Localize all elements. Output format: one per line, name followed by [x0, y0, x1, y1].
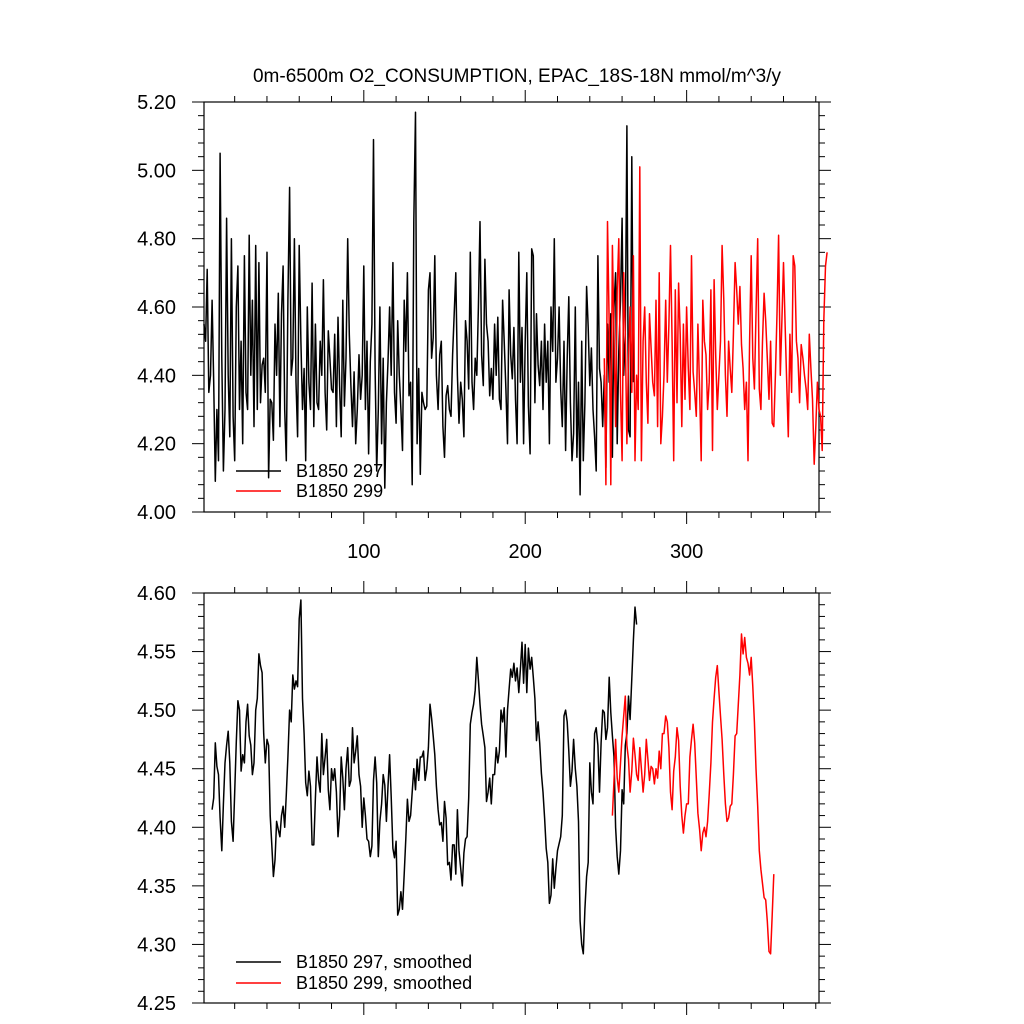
top-series-line-b1850-299 — [603, 166, 828, 486]
top-legend: B1850 297 B1850 299 — [236, 461, 383, 501]
top-panel: 4.00 4.20 4.40 4.60 4.80 5.00 5.20 100 200 300 B1… — [137, 90, 831, 563]
bottom-ytick-label: 4.35 — [137, 876, 176, 898]
bottom-ytick-label: 4.25 — [137, 993, 176, 1015]
legend-label-b1850-299-smoothed: B1850 299, smoothed — [296, 973, 472, 993]
bottom-plot-frame — [203, 592, 820, 1004]
bottom-ytick-label: 4.45 — [137, 759, 176, 781]
top-ytick-label: 5.20 — [137, 92, 176, 114]
top-ticks: 4.00 4.20 4.40 4.60 4.80 5.00 5.20 100 200 300 — [137, 90, 831, 563]
bottom-legend: B1850 297, smoothed B1850 299, smoothed — [236, 952, 472, 993]
legend-label-b1850-299: B1850 299 — [296, 481, 383, 501]
top-xtick-label: 200 — [509, 541, 542, 563]
bottom-ytick-label: 4.55 — [137, 642, 176, 664]
bottom-ytick-label: 4.50 — [137, 700, 176, 722]
bottom-ticks: 4.25 4.30 4.35 4.40 4.45 4.50 4.55 4.60 — [137, 581, 831, 1015]
bottom-series-line-b1850-297-smoothed — [211, 599, 638, 955]
chart-title: 0m-6500m O2_CONSUMPTION, EPAC_18S-18N mm… — [253, 66, 782, 87]
top-xtick-label: 100 — [347, 541, 380, 563]
legend-label-b1850-297: B1850 297 — [296, 461, 383, 481]
top-ytick-label: 4.80 — [137, 229, 176, 251]
top-plot-frame — [203, 101, 820, 513]
bottom-series-line-b1850-299-smoothed — [611, 633, 775, 955]
bottom-panel: 4.25 4.30 4.35 4.40 4.45 4.50 4.55 4.60 B1850 2… — [137, 581, 831, 1015]
top-series — [203, 111, 828, 496]
bottom-ytick-label: 4.30 — [137, 934, 176, 956]
top-ytick-label: 4.20 — [137, 434, 176, 456]
top-ytick-label: 5.00 — [137, 160, 176, 182]
top-series-line-b1850-297 — [203, 111, 635, 496]
bottom-ytick-label: 4.40 — [137, 817, 176, 839]
legend-label-b1850-297-smoothed: B1850 297, smoothed — [296, 952, 472, 972]
bottom-series — [211, 599, 775, 955]
bottom-ytick-label: 4.60 — [137, 583, 176, 605]
top-ytick-label: 4.60 — [137, 297, 176, 319]
top-ytick-label: 4.40 — [137, 365, 176, 387]
top-ytick-label: 4.00 — [137, 502, 176, 524]
top-xtick-label: 300 — [670, 541, 703, 563]
